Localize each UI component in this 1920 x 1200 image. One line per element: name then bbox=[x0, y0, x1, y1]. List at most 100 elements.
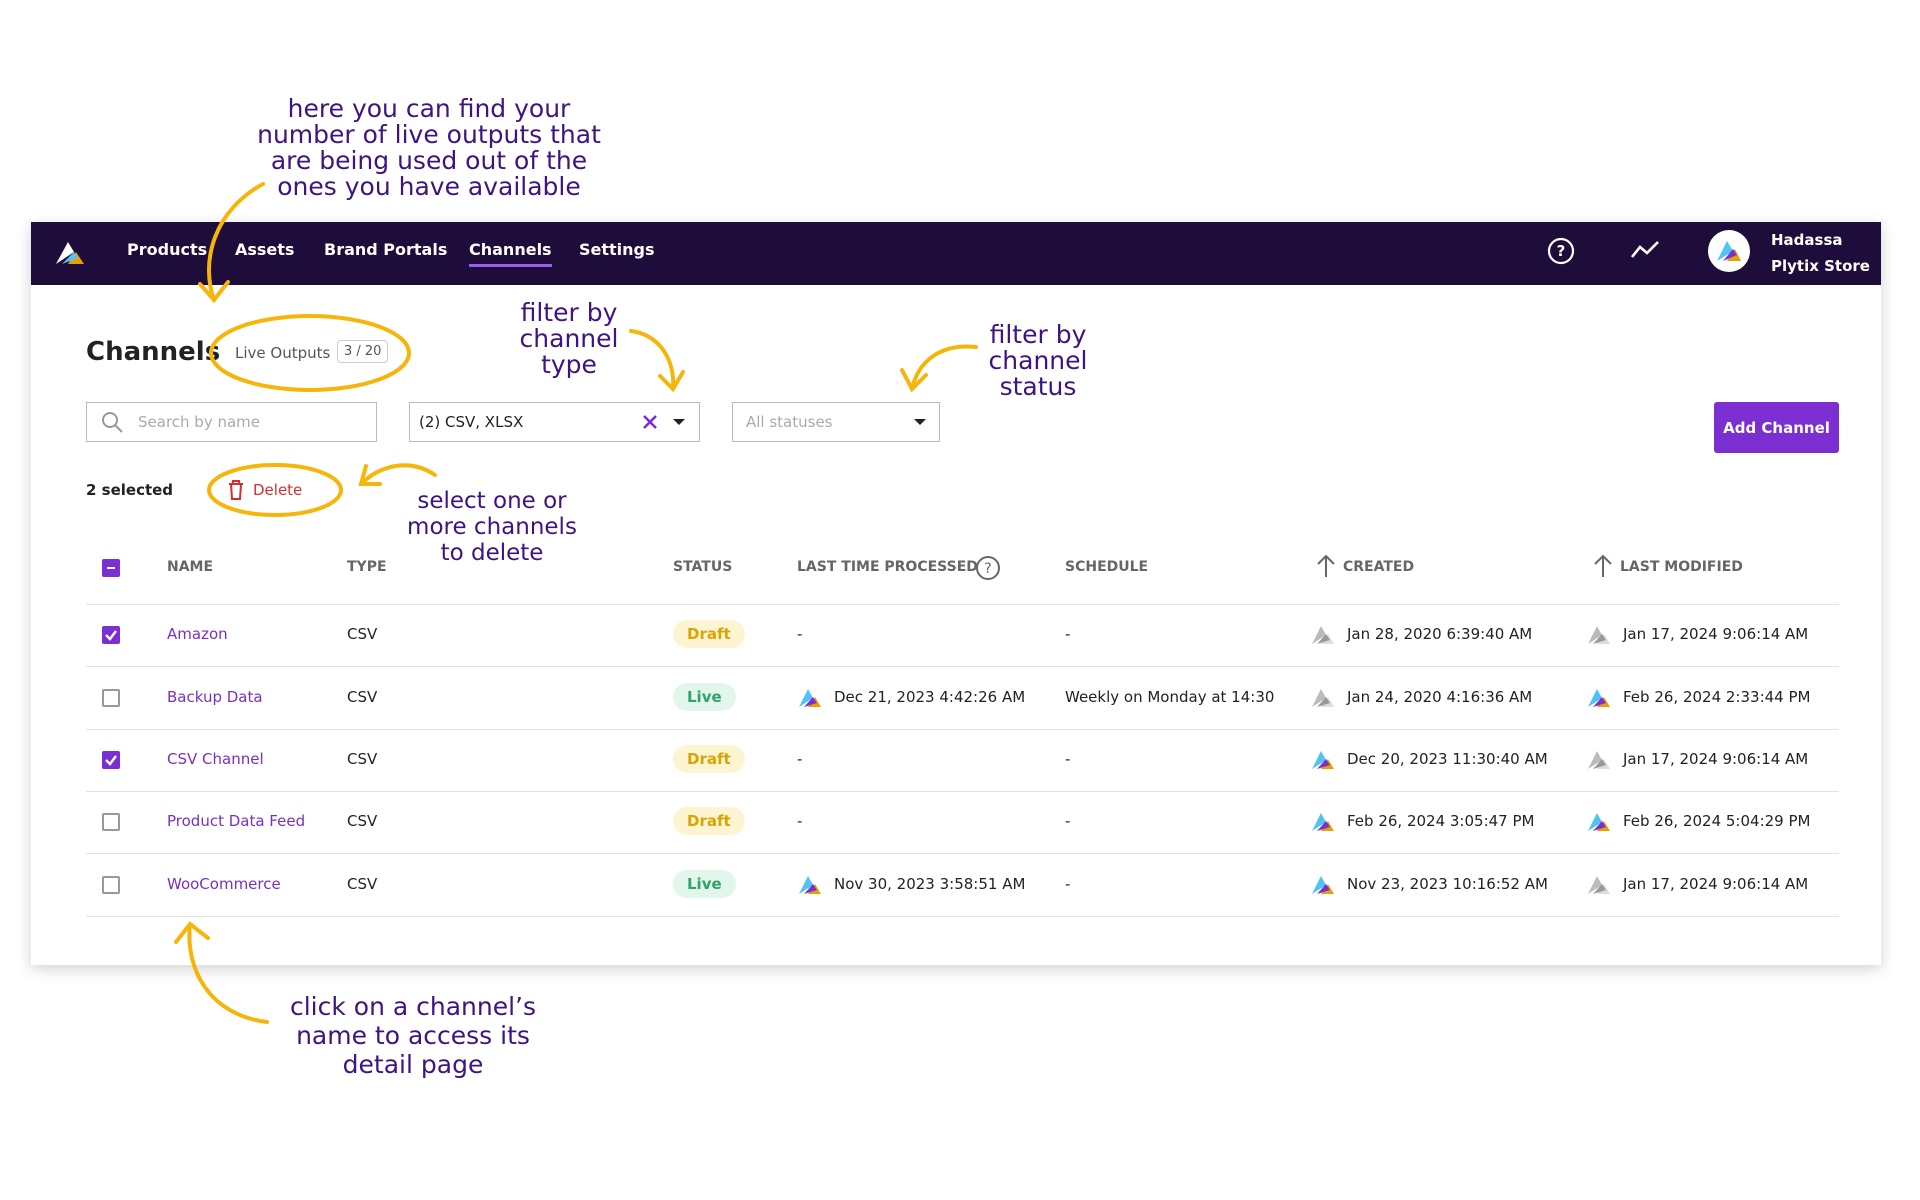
user-block[interactable]: Hadassa Plytix Store bbox=[1771, 227, 1870, 279]
modified-date: Jan 17, 2024 9:06:14 AM bbox=[1623, 750, 1809, 768]
sort-arrow bbox=[1594, 554, 1612, 577]
annotation: filter by channel status bbox=[988, 320, 1088, 401]
channel-type: CSV bbox=[347, 687, 378, 706]
source-icon bbox=[1312, 688, 1334, 707]
source-icon bbox=[1312, 626, 1334, 644]
status-badge: Draft bbox=[673, 620, 745, 648]
source-icon bbox=[1588, 626, 1610, 644]
search-box[interactable] bbox=[86, 402, 377, 442]
status-filter-placeholder: All statuses bbox=[746, 413, 833, 431]
modified-date: Feb 26, 2024 2:33:44 PM bbox=[1623, 687, 1811, 706]
nav-item[interactable]: Products bbox=[127, 240, 208, 259]
type-filter-controls[interactable] bbox=[640, 410, 690, 434]
modified-date: Jan 17, 2024 9:06:14 AM bbox=[1623, 625, 1809, 643]
selected-count: 2 selected bbox=[86, 481, 174, 499]
modified-date: Jan 17, 2024 9:06:14 AM bbox=[1623, 874, 1809, 893]
source-icon bbox=[799, 875, 821, 894]
row-checkbox[interactable] bbox=[102, 688, 120, 707]
channel-type: CSV bbox=[347, 625, 378, 643]
help-icon: ? bbox=[976, 556, 1000, 580]
annotation: filter by channel type bbox=[519, 298, 619, 379]
row-separator bbox=[86, 666, 1839, 667]
user-name: Hadassa bbox=[1771, 231, 1843, 249]
svg-text:?: ? bbox=[1557, 242, 1566, 260]
channel-name-link[interactable]: WooCommerce bbox=[167, 874, 281, 893]
status-filter-caret bbox=[914, 419, 926, 425]
channel-name-link[interactable]: CSV Channel bbox=[167, 750, 264, 768]
column-header: SCHEDULE bbox=[1065, 559, 1149, 575]
schedule: - bbox=[1065, 812, 1071, 830]
type-filter-value: (2) CSV, XLSX bbox=[419, 413, 524, 431]
sort-arrow bbox=[1317, 554, 1335, 577]
last-processed: - bbox=[797, 625, 803, 643]
source-icon bbox=[799, 688, 821, 707]
channel-name-link[interactable]: Product Data Feed bbox=[167, 812, 306, 830]
source-icon bbox=[1588, 813, 1610, 831]
row-checkbox[interactable] bbox=[102, 626, 120, 644]
annotation: here you can find your number of live ou… bbox=[257, 94, 601, 201]
store-name: Plytix Store bbox=[1771, 257, 1870, 275]
status-badge: Draft bbox=[673, 745, 745, 773]
source-icon bbox=[1312, 813, 1334, 831]
row-checkbox[interactable] bbox=[102, 875, 120, 894]
channel-type: CSV bbox=[347, 874, 378, 893]
created-date: Feb 26, 2024 3:05:47 PM bbox=[1347, 812, 1535, 830]
delete-button[interactable]: Delete bbox=[253, 481, 303, 499]
source-icon bbox=[1312, 751, 1334, 769]
status-filter[interactable] bbox=[732, 402, 940, 442]
column-header: TYPE bbox=[347, 559, 387, 575]
schedule: - bbox=[1065, 874, 1071, 893]
status-badge: Live bbox=[673, 869, 736, 898]
created-date: Jan 24, 2020 4:16:36 AM bbox=[1347, 687, 1533, 706]
select-all-checkbox[interactable] bbox=[102, 559, 120, 577]
source-icon bbox=[1588, 688, 1610, 707]
row-separator bbox=[86, 604, 1839, 605]
row-checkbox[interactable] bbox=[102, 751, 120, 769]
live-outputs-count: 3 / 20 bbox=[337, 340, 389, 363]
channel-name-link[interactable]: Backup Data bbox=[167, 687, 263, 706]
row-checkbox[interactable] bbox=[102, 813, 120, 831]
help-icon[interactable]: ? bbox=[1547, 237, 1575, 265]
schedule: Weekly on Monday at 14:30 bbox=[1065, 687, 1275, 706]
row-separator bbox=[86, 853, 1839, 854]
nav-item[interactable]: Brand Portals bbox=[324, 240, 448, 259]
nav-item[interactable]: Settings bbox=[579, 240, 655, 259]
page-title: Channels bbox=[86, 337, 221, 367]
last-processed: Dec 21, 2023 4:42:26 AM bbox=[834, 687, 1026, 706]
row-separator bbox=[86, 916, 1839, 917]
delete-icon bbox=[229, 480, 243, 500]
source-icon bbox=[1588, 751, 1610, 769]
modified-date: Feb 26, 2024 5:04:29 PM bbox=[1623, 812, 1811, 830]
schedule: - bbox=[1065, 625, 1071, 643]
column-header[interactable]: LAST MODIFIED bbox=[1620, 559, 1743, 575]
status-badge: Live bbox=[673, 682, 736, 711]
avatar[interactable] bbox=[1707, 229, 1751, 273]
created-date: Jan 28, 2020 6:39:40 AM bbox=[1347, 625, 1533, 643]
channel-type: CSV bbox=[347, 750, 378, 768]
logo[interactable] bbox=[54, 238, 86, 266]
column-header: LAST TIME PROCESSED bbox=[797, 559, 978, 575]
add-channel-button[interactable]: Add Channel bbox=[1714, 402, 1839, 453]
search-placeholder: Search by name bbox=[138, 413, 261, 431]
created-date: Nov 23, 2023 10:16:52 AM bbox=[1347, 874, 1548, 893]
type-filter[interactable] bbox=[409, 402, 700, 442]
source-icon bbox=[1312, 875, 1334, 894]
nav-item[interactable]: Assets bbox=[235, 240, 295, 259]
search-icon bbox=[102, 412, 123, 433]
activity-icon[interactable] bbox=[1630, 240, 1660, 260]
row-separator bbox=[86, 791, 1839, 792]
source-icon bbox=[1588, 875, 1610, 894]
created-date: Dec 20, 2023 11:30:40 AM bbox=[1347, 750, 1548, 768]
status-badge: Draft bbox=[673, 807, 745, 835]
live-outputs-label: Live Outputs bbox=[235, 344, 331, 362]
nav-item[interactable]: Channels bbox=[469, 240, 552, 267]
schedule: - bbox=[1065, 750, 1071, 768]
nav-bar bbox=[31, 222, 1881, 285]
annotation: select one or more channels to delete bbox=[407, 488, 577, 566]
channel-name-link[interactable]: Amazon bbox=[167, 625, 228, 643]
row-separator bbox=[86, 729, 1839, 730]
column-header[interactable]: CREATED bbox=[1343, 559, 1415, 575]
column-header: NAME bbox=[167, 559, 214, 575]
column-header: STATUS bbox=[673, 559, 733, 575]
